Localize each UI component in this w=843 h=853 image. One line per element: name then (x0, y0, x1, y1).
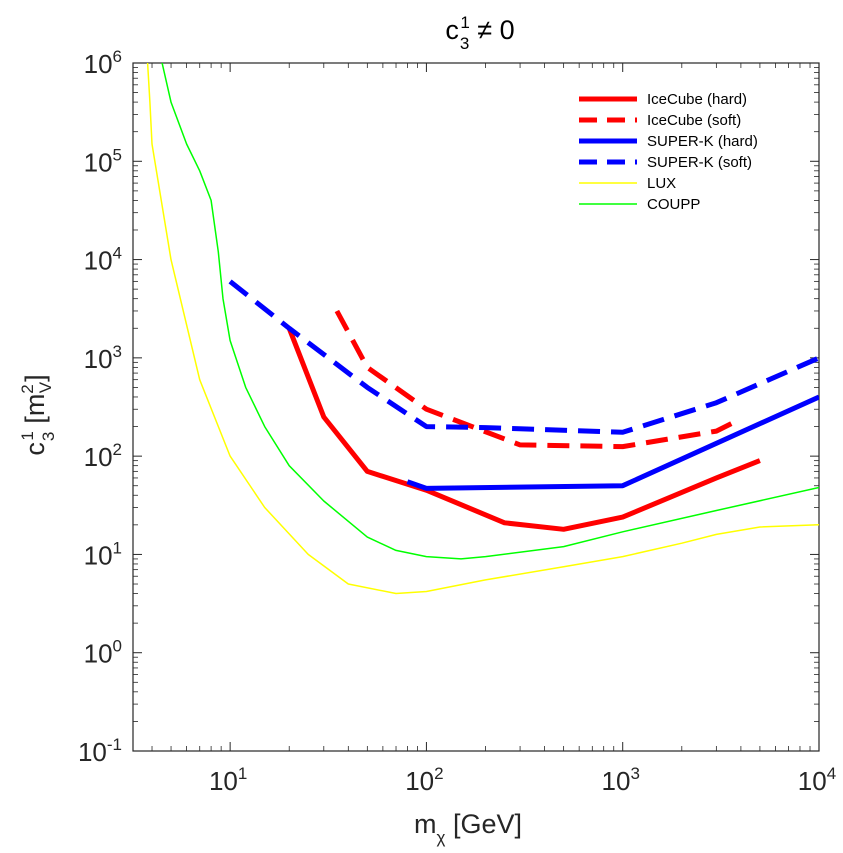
x-tick-label: 102 (405, 764, 443, 796)
legend: IceCube (hard) IceCube (soft) SUPER-K (har… (572, 84, 810, 220)
x-axis: 101 102 103 104 (151, 63, 836, 796)
axes-box (132, 62, 820, 752)
y-axis: 10-1 100 101 102 103 104 105 106 (78, 47, 819, 767)
legend-label-coupp: COUPP (647, 196, 700, 213)
y-tick-label: 104 (84, 244, 122, 276)
y-tick-label: 102 (84, 440, 122, 472)
chart-title: c31 ≠ 0 (445, 13, 514, 53)
legend-label-super-k-hard: SUPER-K (hard) (647, 133, 758, 150)
series-line-lux (146, 63, 819, 595)
series-group (146, 63, 819, 595)
series-line-super-k-soft (228, 279, 819, 435)
y-tick-label: 105 (84, 145, 122, 177)
legend-label-icecube-hard: IceCube (hard) (647, 91, 747, 108)
y-tick-label: 10-1 (78, 735, 122, 767)
y-axis-label: c31 [m2V] (18, 374, 58, 455)
plot-area: 101 102 103 104 10-1 100 101 102 103 104 105 106 (78, 47, 836, 796)
x-tick-label: 104 (798, 764, 836, 796)
legend-label-icecube-soft: IceCube (soft) (647, 112, 741, 129)
series-line-icecube-hard (286, 327, 761, 532)
y-tick-label: 101 (84, 538, 122, 570)
series-line-coupp (161, 63, 819, 560)
legend-label-lux: LUX (647, 175, 676, 192)
legend-box (572, 84, 810, 220)
series-line-super-k-hard (406, 394, 819, 491)
series-line-icecube-soft (334, 309, 743, 450)
y-tick-label: 103 (84, 342, 122, 374)
x-axis-label: mχ [GeV] (414, 809, 522, 847)
x-tick-label: 103 (602, 764, 640, 796)
y-tick-label: 106 (84, 47, 122, 79)
y-tick-label: 100 (84, 637, 122, 669)
legend-label-super-k-soft: SUPER-K (soft) (647, 154, 752, 171)
x-tick-label: 101 (209, 764, 247, 796)
